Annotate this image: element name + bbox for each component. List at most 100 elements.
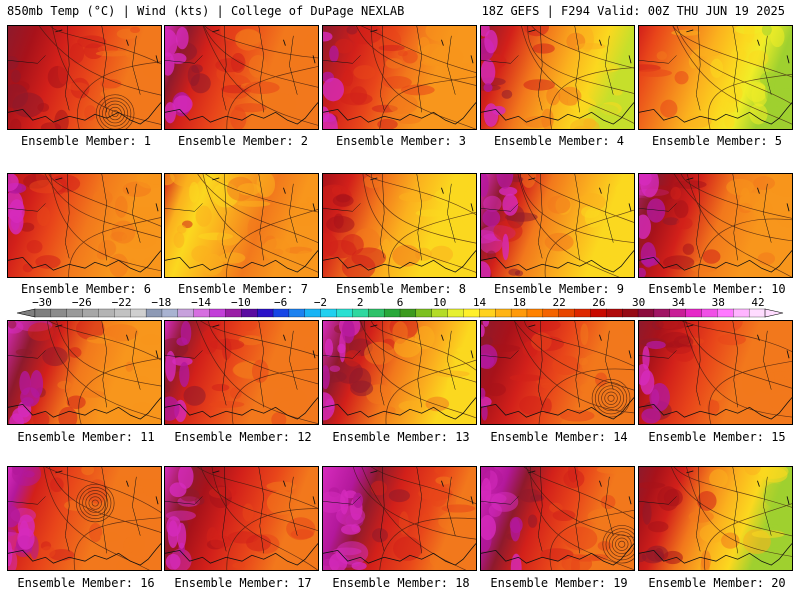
temperature-colorbar: −30 −26 −22 −18 −14 −10 −6 −2 2 6 10 14 18 22 26 30 34 38… (16, 296, 784, 318)
member-label: Ensemble Member: (490, 576, 606, 590)
colorbar-cell (352, 308, 369, 318)
member-label: Ensemble Member: (20, 134, 137, 148)
colorbar-tick-label: −18 (151, 296, 171, 309)
colorbar-tick-label: −26 (72, 296, 92, 309)
member-number: 19 (613, 576, 628, 590)
member-label: Ensemble Member: (335, 134, 452, 148)
member-caption: Ensemble Member: 11 (7, 431, 165, 444)
member-label: Ensemble Member: (177, 134, 294, 148)
ensemble-member-map (7, 25, 162, 130)
member-number: 9 (616, 282, 625, 296)
colorbar-cell (717, 308, 734, 318)
member-number: 1 (143, 134, 152, 148)
member-label: Ensemble Member: (174, 576, 290, 590)
temperature-field (323, 26, 476, 129)
colorbar-tick-label: 6 (397, 296, 404, 309)
colorbar-cell (145, 308, 163, 318)
colorbar-tick-label: 22 (552, 296, 565, 309)
colorbar-tick-label: 34 (672, 296, 686, 309)
colorbar-tick-label: −6 (274, 296, 287, 309)
colorbar-cell (606, 308, 623, 318)
member-label: Ensemble Member: (493, 134, 610, 148)
member-caption: Ensemble Member: 5 (638, 135, 796, 148)
member-number: 7 (300, 282, 309, 296)
temperature-field (639, 174, 792, 277)
ensemble-member-map (480, 320, 635, 425)
colorbar-tick-label: 26 (592, 296, 605, 309)
ensemble-member-map (7, 320, 162, 425)
member-caption: Ensemble Member: 7 (164, 283, 322, 296)
ensemble-member-map (638, 173, 793, 278)
colorbar-cell (558, 308, 576, 318)
member-number: 3 (458, 134, 467, 148)
ensemble-member-map (480, 173, 635, 278)
member-label: Ensemble Member: (648, 576, 764, 590)
colorbar-cell (415, 308, 433, 318)
member-caption: Ensemble Member: 2 (164, 135, 322, 148)
colorbar-tick-label: −30 (32, 296, 52, 309)
temperature-field (8, 321, 161, 424)
temperature-field (639, 26, 792, 129)
member-caption: Ensemble Member: 18 (322, 577, 480, 590)
member-number: 8 (458, 282, 467, 296)
temperature-field (8, 174, 161, 277)
member-caption: Ensemble Member: 13 (322, 431, 480, 444)
member-number: 12 (297, 430, 312, 444)
colorbar-cell (542, 308, 560, 318)
colorbar-cell (288, 308, 306, 318)
colorbar-tick-label: −10 (231, 296, 251, 309)
colorbar-cell (495, 308, 512, 318)
member-label: Ensemble Member: (493, 282, 610, 296)
colorbar-cell (463, 308, 480, 318)
member-label: Ensemble Member: (17, 576, 133, 590)
member-caption: Ensemble Member: 9 (480, 283, 638, 296)
colorbar-cell (241, 308, 258, 318)
colorbar-tick-label: 42 (751, 296, 764, 309)
colorbar-cell (622, 308, 639, 318)
colorbar-cell (431, 308, 449, 318)
colorbar-cell (161, 308, 179, 318)
member-caption: Ensemble Member: 8 (322, 283, 480, 296)
map-title: 850mb Temp (°C) | Wind (kts) | College o… (7, 4, 405, 18)
temperature-field (481, 467, 634, 570)
colorbar-cell (82, 308, 99, 318)
colorbar-tick-label: 10 (433, 296, 446, 309)
member-label: Ensemble Member: (177, 282, 294, 296)
member-number: 6 (143, 282, 152, 296)
member-number: 10 (771, 282, 786, 296)
member-label: Ensemble Member: (648, 282, 764, 296)
colorbar-cell (177, 308, 195, 318)
temperature-field (165, 26, 318, 129)
colorbar-cell (590, 308, 607, 318)
member-number: 4 (616, 134, 625, 148)
ensemble-member-map (322, 25, 477, 130)
member-number: 11 (140, 430, 155, 444)
colorbar-cell (225, 308, 242, 318)
colorbar-cell (701, 308, 718, 318)
member-caption: Ensemble Member: 15 (638, 431, 796, 444)
temperature-field (639, 321, 792, 424)
ensemble-member-map (638, 25, 793, 130)
ensemble-member-map (164, 320, 319, 425)
member-caption: Ensemble Member: 17 (164, 577, 322, 590)
colorbar-cell (447, 308, 464, 318)
temperature-field (165, 467, 318, 570)
colorbar-cell (193, 308, 211, 318)
colorbar-cell (510, 308, 528, 318)
colorbar-cell (114, 308, 131, 318)
temperature-field (639, 467, 792, 570)
colorbar-tick-label: 38 (712, 296, 725, 309)
member-label: Ensemble Member: (332, 430, 448, 444)
colorbar-cell (257, 308, 274, 318)
colorbar-cell (66, 308, 84, 318)
colorbar-cell (336, 308, 353, 318)
member-label: Ensemble Member: (17, 430, 133, 444)
colorbar-cell (50, 308, 68, 318)
member-caption: Ensemble Member: 14 (480, 431, 638, 444)
temperature-field (323, 467, 476, 570)
member-number: 17 (297, 576, 312, 590)
member-caption: Ensemble Member: 10 (638, 283, 796, 296)
member-label: Ensemble Member: (174, 430, 290, 444)
member-caption: Ensemble Member: 6 (7, 283, 165, 296)
member-caption: Ensemble Member: 20 (638, 577, 796, 590)
